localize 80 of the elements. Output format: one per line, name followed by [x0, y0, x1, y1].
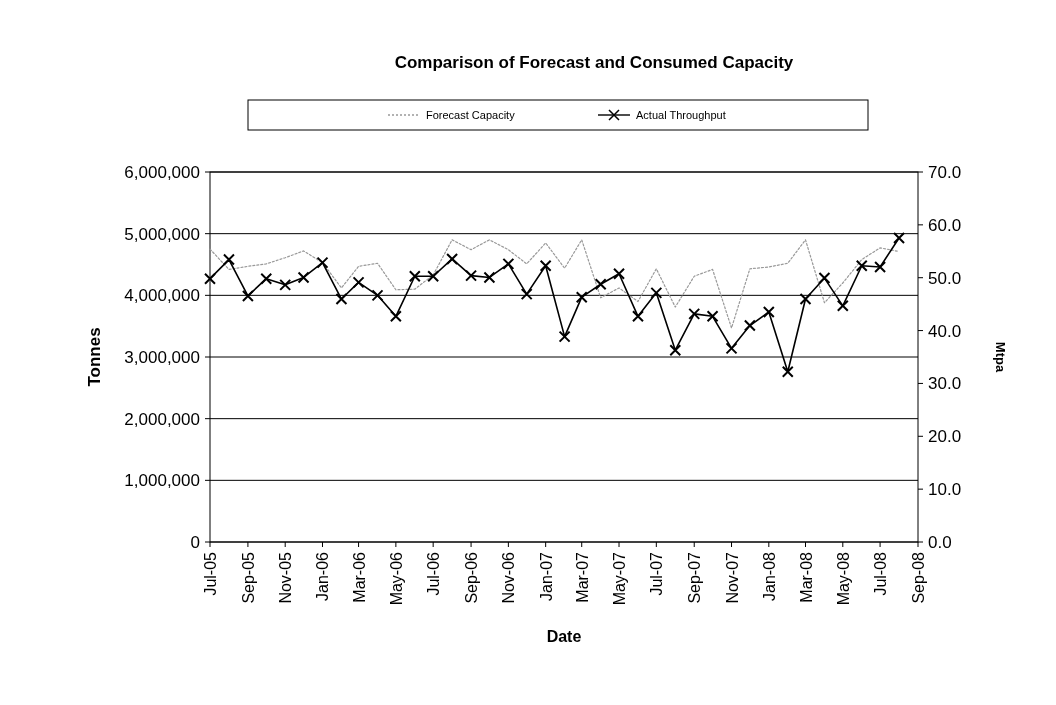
point	[204, 272, 216, 285]
line-series	[209, 239, 900, 329]
x-tick-label: May-06	[387, 551, 405, 606]
point	[279, 278, 292, 291]
point	[781, 365, 794, 378]
chart-title: Comparison of Forecast and Consumed Capacity	[394, 53, 794, 72]
point	[260, 272, 273, 285]
point	[836, 299, 849, 312]
x-tick-label: Sep-05	[239, 551, 257, 604]
point	[241, 289, 254, 302]
x-tick-label: Mar-06	[350, 551, 368, 603]
x-tick-label: Sep-06	[463, 551, 481, 604]
point	[335, 293, 348, 306]
point	[465, 269, 478, 282]
y-tick-label: 2,000,000	[124, 409, 200, 429]
point	[427, 270, 440, 283]
x-tick-label: Jan-07	[537, 551, 555, 601]
y2-tick-label: 60.0	[928, 215, 962, 235]
legend-label: Actual Throughput	[636, 109, 726, 121]
y-tick-label: 1,000,000	[124, 471, 200, 491]
x-axis-title: Date	[546, 628, 582, 645]
point	[222, 253, 235, 266]
y-tick-label: 4,000,000	[124, 286, 200, 306]
x-tick-label: May-08	[834, 551, 852, 606]
point	[669, 344, 682, 357]
x-tick-label: Mar-07	[573, 551, 591, 603]
point	[818, 272, 831, 285]
y-tick-label: 3,000,000	[124, 348, 200, 367]
x-tick-label: Sep-08	[910, 551, 927, 604]
y2-tick-label: 20.0	[928, 427, 962, 447]
x-tick-label: Nov-05	[277, 551, 295, 604]
point	[408, 270, 421, 283]
point	[799, 293, 812, 306]
point	[371, 289, 384, 302]
point	[688, 307, 701, 320]
point	[855, 259, 868, 272]
y-tick-label: 6,000,000	[124, 163, 200, 182]
y2-axis-title: Mtpa	[993, 341, 1008, 373]
point	[874, 260, 887, 273]
x-tick-label: Mar-08	[797, 551, 815, 603]
y-tick-label: 5,000,000	[124, 224, 200, 244]
point	[594, 278, 607, 291]
point	[631, 310, 644, 323]
point	[893, 231, 906, 244]
point	[575, 291, 588, 304]
point	[613, 267, 626, 280]
x-tick-label: Sep-07	[686, 551, 704, 604]
x-tick-label: Jul-05	[202, 551, 219, 596]
y2-tick-label: 0.0	[928, 533, 952, 552]
point	[446, 252, 459, 265]
point	[558, 330, 571, 343]
x-tick-label: Jul-08	[872, 551, 890, 596]
y2-tick-label: 50.0	[928, 268, 962, 288]
y-tick-label: 0	[190, 533, 200, 552]
point	[502, 257, 515, 270]
x-tick-label: Jan-08	[760, 551, 778, 601]
point	[389, 310, 402, 323]
point	[650, 286, 663, 299]
legend-label: Forecast Capacity	[426, 109, 516, 121]
x-tick-label: Jul-06	[425, 551, 443, 596]
x-tick-label: May-07	[611, 551, 629, 606]
y-axis-title: Tonnes	[85, 327, 104, 387]
point	[352, 276, 365, 289]
x-tick-label: Nov-06	[500, 551, 518, 604]
point	[706, 310, 719, 323]
y2-tick-label: 30.0	[928, 374, 962, 394]
point	[483, 271, 496, 284]
point	[539, 259, 552, 272]
y2-tick-label: 40.0	[928, 321, 962, 341]
point	[743, 319, 756, 332]
point	[520, 288, 533, 301]
y2-tick-label: 70.0	[928, 163, 962, 182]
point	[316, 256, 329, 269]
x-tick-label: Jul-07	[648, 551, 666, 596]
point	[297, 271, 310, 284]
y2-tick-label: 10.0	[928, 480, 962, 500]
x-tick-label: Nov-07	[723, 551, 741, 604]
x-tick-label: Jan-06	[314, 551, 332, 601]
point	[725, 342, 738, 355]
point	[762, 305, 775, 318]
